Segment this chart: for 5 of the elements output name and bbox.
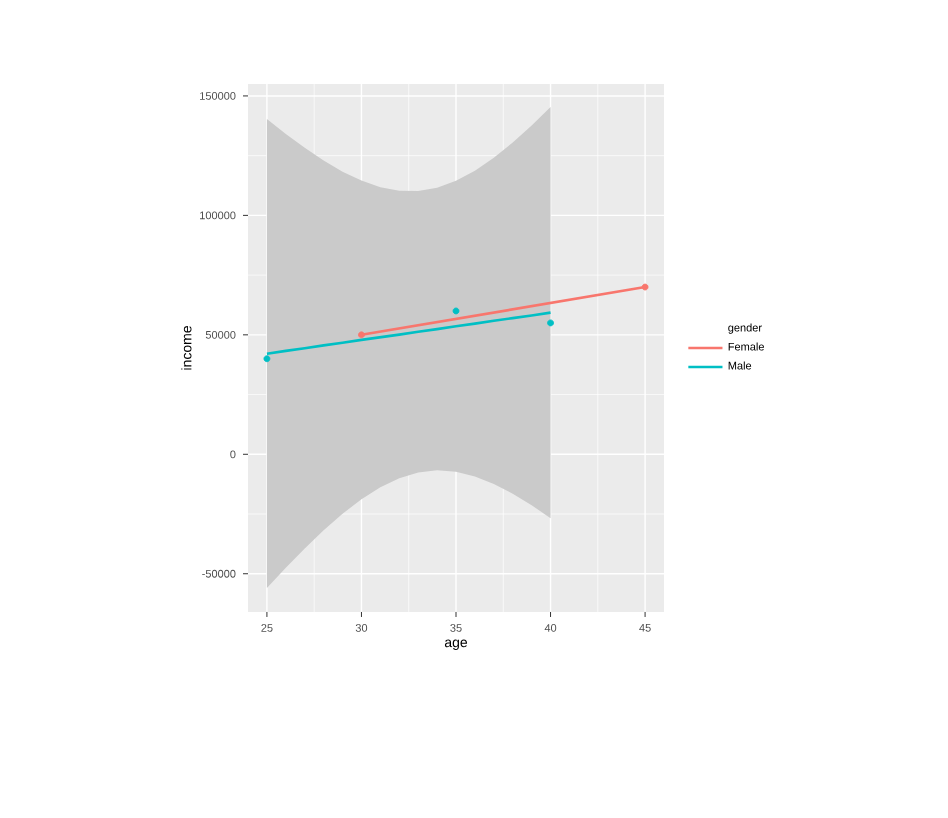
point [641,283,649,291]
point [547,319,554,327]
point [263,355,271,363]
point [358,331,365,339]
point [452,307,460,315]
